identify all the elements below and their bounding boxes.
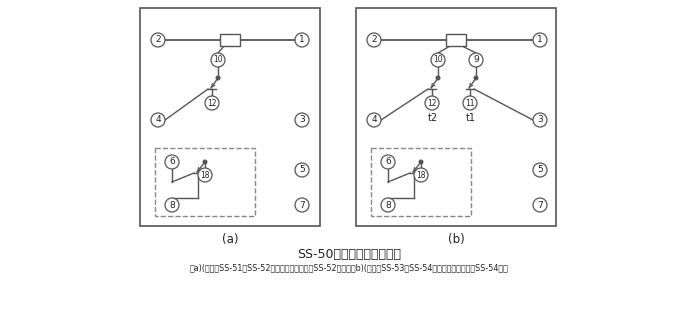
Text: 10: 10 [213, 56, 223, 65]
Circle shape [381, 155, 395, 169]
Circle shape [216, 76, 219, 80]
Circle shape [367, 33, 381, 47]
Text: 12: 12 [207, 99, 217, 108]
Circle shape [463, 96, 477, 110]
Circle shape [533, 113, 547, 127]
Text: 6: 6 [169, 158, 175, 167]
Text: （a)(背视）SS-51、SS-52型，图中虚线部分仅SS-52型有；（b)(背视）SS-53、SS-54型，图中虚线部分仅SS-54型有: （a)(背视）SS-51、SS-52型，图中虚线部分仅SS-52型有；（b)(背… [189, 263, 508, 272]
Text: 11: 11 [466, 99, 475, 108]
Text: 2: 2 [155, 36, 161, 45]
Circle shape [419, 160, 423, 164]
Text: 6: 6 [385, 158, 391, 167]
Text: 3: 3 [299, 115, 305, 124]
Text: 7: 7 [299, 201, 305, 209]
Circle shape [295, 33, 309, 47]
Text: 18: 18 [200, 170, 210, 179]
Text: SS-50系列背后端子接线图: SS-50系列背后端子接线图 [297, 248, 401, 261]
Text: 4: 4 [155, 115, 161, 124]
Text: 5: 5 [299, 165, 305, 174]
Circle shape [469, 53, 483, 67]
Bar [371, 148, 471, 216]
Circle shape [381, 198, 395, 212]
Bar [140, 8, 320, 226]
Text: 18: 18 [416, 170, 426, 179]
Circle shape [165, 155, 179, 169]
Circle shape [414, 168, 428, 182]
Bar [155, 148, 255, 216]
Text: 10: 10 [433, 56, 442, 65]
Bar [220, 34, 240, 46]
Text: 12: 12 [427, 99, 437, 108]
Text: 5: 5 [537, 165, 543, 174]
Text: 8: 8 [169, 201, 175, 209]
Text: 1: 1 [537, 36, 543, 45]
Text: 4: 4 [371, 115, 377, 124]
Circle shape [295, 113, 309, 127]
Text: 9: 9 [473, 56, 479, 65]
Text: t2: t2 [428, 113, 438, 123]
Circle shape [533, 198, 547, 212]
Circle shape [431, 53, 445, 67]
Bar [356, 8, 556, 226]
Circle shape [211, 53, 225, 67]
Circle shape [165, 198, 179, 212]
Circle shape [151, 113, 165, 127]
Text: t1: t1 [466, 113, 476, 123]
Circle shape [425, 96, 439, 110]
Circle shape [533, 163, 547, 177]
Circle shape [205, 96, 219, 110]
Circle shape [295, 198, 309, 212]
Bar [446, 34, 466, 46]
Text: 7: 7 [537, 201, 543, 209]
Circle shape [151, 33, 165, 47]
Circle shape [198, 168, 212, 182]
Text: (b): (b) [447, 233, 464, 246]
Text: 8: 8 [385, 201, 391, 209]
Text: 1: 1 [299, 36, 305, 45]
Circle shape [367, 113, 381, 127]
Circle shape [295, 163, 309, 177]
Circle shape [203, 160, 207, 164]
Text: 3: 3 [537, 115, 543, 124]
Circle shape [533, 33, 547, 47]
Text: (a): (a) [222, 233, 238, 246]
Text: 2: 2 [371, 36, 377, 45]
Circle shape [474, 76, 478, 80]
Circle shape [436, 76, 440, 80]
